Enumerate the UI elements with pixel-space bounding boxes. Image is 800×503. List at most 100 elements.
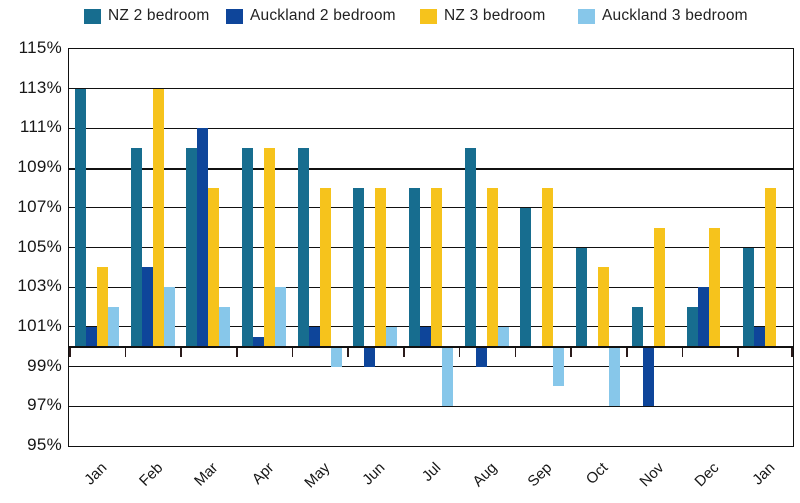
bar-feb-series2 (152, 88, 164, 347)
x-axis-label-feb-1: Feb (135, 459, 166, 490)
legend-label: NZ 2 bedroom (108, 7, 210, 24)
bar-feb-series3 (163, 287, 175, 347)
bar-dec-series2 (709, 227, 721, 347)
legend-label: Auckland 2 bedroom (250, 7, 396, 24)
x-axis-label-sep-8: Sep (524, 459, 556, 491)
y-axis-label-107: 107% (17, 196, 62, 216)
y-axis-label-95: 95% (27, 435, 62, 454)
bar-feb-series0 (130, 148, 142, 347)
bar-mar-series3 (219, 307, 231, 347)
bar-jan-series1 (85, 326, 97, 347)
x-axis-label-apr-3: Apr (248, 459, 278, 488)
bar-mar-series2 (208, 187, 220, 347)
axis-tick (458, 347, 461, 357)
y-axis-label-111: 111% (19, 117, 62, 137)
x-axis-label-jan-12: Jan (749, 459, 779, 489)
bar-nov-series1 (642, 346, 654, 407)
axis-tick (681, 347, 684, 357)
bar-apr-series3 (274, 287, 286, 347)
bar-sep-series0 (520, 207, 532, 347)
y-axis-label-103: 103% (17, 276, 62, 296)
x-axis-label-jun-5: Jun (359, 459, 389, 489)
axis-tick (625, 347, 628, 357)
gridline-111 (69, 127, 793, 129)
axis-tick (403, 347, 405, 357)
gridline-113 (69, 88, 793, 90)
bar-apr-series0 (241, 148, 253, 347)
y-axis-labels: 115% 113% 111% 109% 107% 105% 103% 101% 99% 97% 95… (0, 39, 62, 454)
y-axis-label-97: 97% (27, 395, 62, 415)
bar-aug-series2 (486, 187, 498, 347)
y-axis-label-101: 101% (17, 315, 62, 335)
gridline-99 (69, 366, 793, 368)
axis-tick (737, 347, 739, 357)
bar-jun-series3 (386, 326, 398, 347)
bar-jan-series0 (74, 88, 86, 347)
legend-label: NZ 3 bedroom (444, 7, 546, 24)
axis-tick (514, 347, 517, 357)
bar-jan-series3 (107, 307, 119, 347)
nz-3-bedroom-swatch (420, 8, 437, 24)
bar-mar-series0 (186, 148, 198, 347)
bar-jan-series1 (754, 326, 766, 347)
gridline-97 (69, 405, 793, 407)
x-axis-label-oct-9: Oct (582, 459, 612, 488)
bar-may-series1 (308, 326, 320, 347)
bar-jul-series0 (409, 187, 420, 347)
bar-nov-series2 (653, 227, 665, 347)
bar-oct-series0 (576, 247, 588, 347)
plot-area (68, 48, 794, 447)
y-axis-label-113: 113% (18, 77, 62, 97)
bar-aug-series0 (464, 148, 476, 347)
bar-apr-series1 (252, 336, 264, 347)
axis-tick (291, 347, 294, 357)
x-axis-label-nov-10: Nov (636, 459, 668, 491)
bar-jun-series1 (364, 346, 376, 367)
legend-label: Auckland 3 bedroom (602, 7, 748, 24)
bar-oct-series2 (598, 267, 610, 347)
legend-item-auckland-3-bedroom: Auckland 3 bedroom (578, 5, 748, 27)
x-axis-label-mar-2: Mar (191, 459, 222, 490)
bar-aug-series1 (475, 346, 487, 367)
bar-jun-series0 (353, 187, 365, 347)
bar-dec-series0 (687, 307, 699, 347)
axis-tick (69, 347, 71, 357)
x-axis-label-aug-7: Aug (469, 459, 501, 491)
auckland-2-bedroom-swatch (226, 8, 243, 24)
x-axis-labels: Jan Feb Mar Apr May Jun Jul Aug Sep Oct Nov Dec Jan (68, 48, 792, 503)
axis-tick (236, 347, 238, 357)
bar-nov-series0 (631, 307, 643, 347)
bar-mar-series1 (197, 128, 209, 347)
bar-sep-series3 (553, 346, 565, 387)
bar-oct-series3 (609, 346, 621, 407)
gridline-109 (69, 167, 793, 171)
auckland-3-bedroom-swatch (578, 8, 595, 24)
bar-jul-series2 (431, 187, 442, 347)
axis-tick (124, 347, 127, 357)
bar-may-series3 (330, 346, 342, 367)
bar-jul-series3 (442, 346, 453, 407)
bar-jan-series2 (96, 267, 108, 347)
x-axis-label-may-4: May (300, 459, 333, 492)
y-axis-label-105: 105% (17, 236, 62, 256)
axis-tick (791, 347, 793, 357)
y-axis-label-115: 115% (18, 38, 62, 57)
bar-jul-series1 (420, 326, 431, 347)
bar-dec-series1 (698, 287, 710, 347)
bar-may-series2 (319, 187, 331, 347)
axis-tick (570, 347, 572, 357)
nz-2-bedroom-swatch (84, 8, 101, 24)
legend-item-auckland-2-bedroom: Auckland 2 bedroom (226, 5, 396, 27)
chart-legend: NZ 2 bedroom Auckland 2 bedroom NZ 3 bed… (0, 5, 800, 29)
x-axis-line (69, 345, 793, 348)
bar-apr-series2 (263, 148, 275, 347)
bar-jun-series2 (375, 187, 387, 347)
x-axis-label-jul-6: Jul (418, 459, 445, 485)
bar-may-series0 (297, 148, 309, 347)
axis-tick (180, 347, 182, 357)
y-axis-label-99: 99% (27, 355, 62, 375)
bar-aug-series3 (497, 326, 509, 347)
axis-tick (347, 347, 350, 357)
bar-jan-series0 (743, 247, 755, 347)
